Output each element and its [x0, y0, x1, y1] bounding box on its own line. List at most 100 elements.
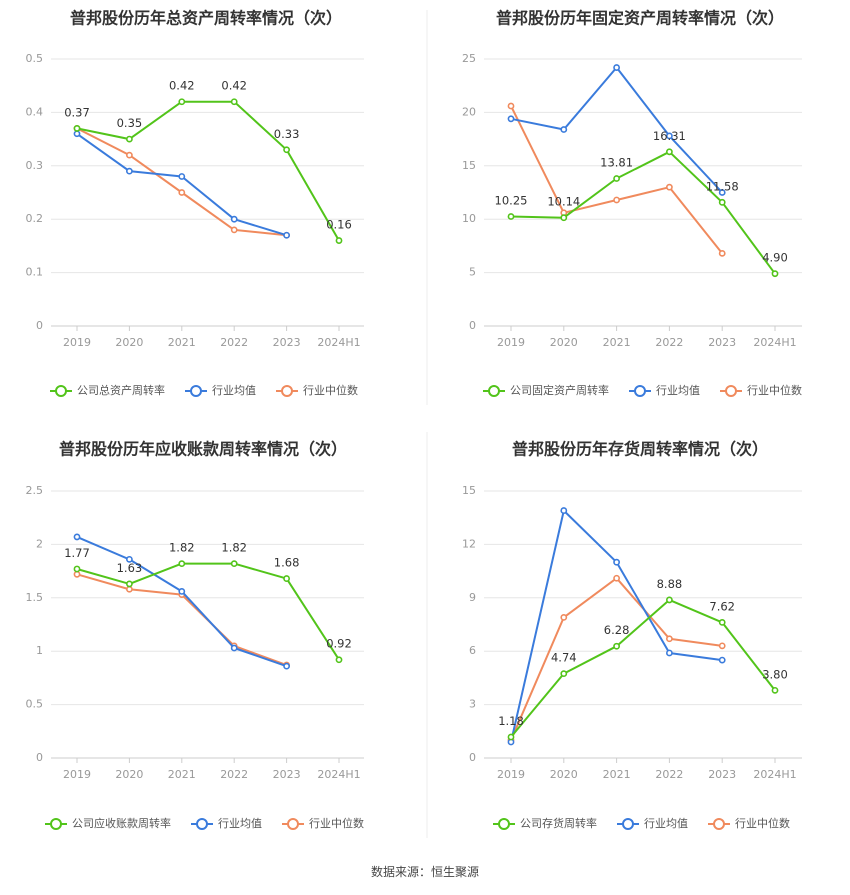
- data-point: [73, 130, 81, 138]
- data-label: 0.16: [326, 218, 352, 232]
- data-point: [666, 148, 673, 156]
- data-point: [666, 183, 673, 191]
- legend-item-3: 行业中位数: [282, 816, 364, 830]
- data-point: [125, 135, 133, 143]
- x-tick-label: 2019: [63, 768, 91, 781]
- legend-swatch-marker: [196, 818, 208, 830]
- data-point: [718, 642, 726, 650]
- legend-swatch-marker: [287, 818, 299, 830]
- chart-panel-1: 普邦股份历年总资产周转率情况（次） 0 0.1 0.2 0.3 0.4 0.5 2019 202…: [26, 9, 364, 397]
- legend-label: 行业均值: [218, 817, 262, 830]
- data-label: 0.33: [274, 127, 300, 141]
- data-point: [507, 102, 515, 110]
- legend-swatch-marker: [725, 385, 737, 397]
- legend-swatch-marker: [622, 818, 634, 830]
- data-label: 10.25: [495, 194, 528, 208]
- data-point: [560, 126, 568, 133]
- data-point: [718, 249, 726, 257]
- legend-label: 行业中位数: [303, 383, 358, 397]
- chart-title: 普邦股份历年总资产周转率情况（次）: [70, 9, 342, 28]
- legend-item-1: 公司应收账款周转率: [45, 816, 171, 830]
- data-point: [73, 570, 81, 578]
- legend-swatch-marker: [190, 385, 202, 397]
- legend-item-2: 行业均值: [191, 817, 262, 830]
- data-point: [283, 662, 290, 670]
- series-line-2: [76, 132, 287, 237]
- data-label: 3.80: [762, 667, 788, 681]
- data-label: 0.35: [117, 116, 143, 130]
- legend-item-1: 公司存货周转率: [493, 816, 597, 830]
- data-label: 13.81: [600, 156, 633, 170]
- y-tick-label: 0.5: [26, 52, 44, 65]
- series-line-1: [76, 100, 340, 242]
- legend-label: 行业中位数: [309, 816, 364, 830]
- data-label: 8.88: [657, 577, 683, 591]
- y-tick-label: 1.5: [26, 591, 44, 604]
- chart-panel-3: 普邦股份历年应收账款周转率情况（次） 0 0.5 1 1.5 2 2.5 2019 2020 20…: [26, 440, 364, 830]
- data-point: [73, 125, 81, 132]
- data-point: [178, 560, 186, 568]
- data-point: [283, 146, 290, 154]
- data-point: [718, 198, 726, 206]
- x-tick-label: 2021: [168, 768, 196, 781]
- series-line-1: [76, 562, 340, 661]
- y-tick-label: 2.5: [26, 484, 44, 497]
- legend-swatch-marker: [488, 385, 500, 397]
- legend-item-3: 行业中位数: [720, 383, 802, 397]
- data-label: 4.90: [762, 251, 788, 265]
- y-tick-label: 3: [469, 698, 476, 711]
- x-tick-label: 2019: [63, 336, 91, 349]
- data-label: 0.42: [169, 79, 195, 93]
- chart-panel-2: 普邦股份历年固定资产周转率情况（次） 0 5 10 15 20 25 2019 2020 2021…: [462, 9, 802, 397]
- data-point: [666, 635, 673, 643]
- data-label: 1.63: [117, 561, 143, 575]
- data-point: [230, 560, 238, 568]
- data-point: [613, 574, 620, 582]
- y-tick-label: 0.5: [26, 698, 44, 711]
- x-tick-label: 2020: [115, 768, 143, 781]
- data-point: [718, 656, 726, 664]
- x-tick-label: 2024H1: [317, 336, 360, 349]
- data-point: [666, 649, 673, 657]
- legend-label: 行业均值: [644, 817, 688, 830]
- data-point: [613, 558, 620, 566]
- legend-label: 公司存货周转率: [520, 816, 597, 830]
- data-point: [73, 565, 81, 573]
- legend-item-2: 行业均值: [617, 817, 688, 830]
- data-label: 0.42: [221, 79, 247, 93]
- x-tick-label: 2023: [273, 336, 301, 349]
- data-point: [125, 151, 133, 159]
- x-tick-label: 2022: [655, 768, 683, 781]
- data-point: [125, 167, 133, 175]
- legend-label: 行业均值: [212, 384, 256, 397]
- series-line-2: [76, 535, 287, 668]
- chart-title: 普邦股份历年应收账款周转率情况（次）: [59, 440, 347, 459]
- x-tick-label: 2024H1: [753, 336, 796, 349]
- legend-item-2: 行业均值: [629, 384, 700, 397]
- data-point: [666, 132, 673, 140]
- x-tick-label: 2022: [220, 336, 248, 349]
- series-line-1: [510, 150, 776, 275]
- x-tick-label: 2020: [115, 336, 143, 349]
- data-point: [230, 215, 238, 223]
- data-point: [560, 670, 568, 678]
- legend-swatch-marker: [498, 818, 510, 830]
- x-tick-label: 2022: [220, 768, 248, 781]
- y-tick-label: 2: [36, 537, 43, 550]
- x-tick-label: 2024H1: [753, 768, 796, 781]
- data-point: [560, 613, 568, 621]
- x-tick-label: 2024H1: [317, 768, 360, 781]
- legend-swatch-marker: [55, 385, 67, 397]
- chart-title: 普邦股份历年存货周转率情况（次）: [512, 440, 768, 459]
- data-point: [230, 644, 238, 652]
- data-point: [335, 237, 343, 244]
- x-tick-label: 2021: [168, 336, 196, 349]
- x-tick-label: 2023: [708, 336, 736, 349]
- y-tick-label: 0.4: [26, 105, 44, 118]
- y-tick-label: 0.2: [26, 212, 44, 225]
- legend-label: 行业中位数: [735, 816, 790, 830]
- data-label: 6.28: [604, 623, 630, 637]
- legend-item-2: 行业均值: [185, 384, 256, 397]
- x-tick-label: 2023: [708, 768, 736, 781]
